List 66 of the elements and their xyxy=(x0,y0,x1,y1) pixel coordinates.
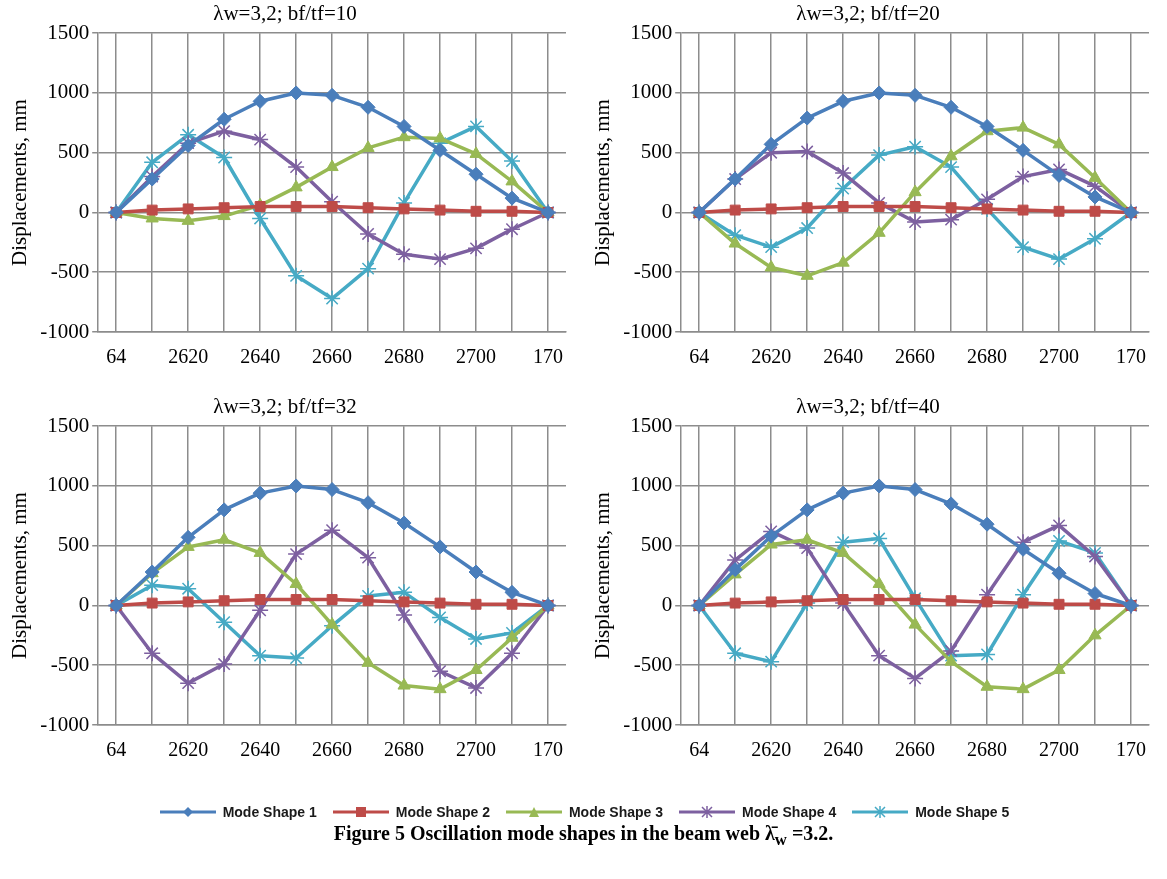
x-tick-label: 64 xyxy=(106,738,127,761)
x-tick-label: 2700 xyxy=(456,738,497,761)
y-tick-label: -500 xyxy=(633,651,673,676)
chart-title: λw=3,2; bf/tf=10 xyxy=(213,1,357,26)
y-tick-label: 0 xyxy=(78,592,90,616)
x-tick-label: 2620 xyxy=(168,345,209,368)
y-tick-label: 500 xyxy=(57,532,90,557)
chart-title: λw=3,2; bf/tf=20 xyxy=(796,1,940,26)
y-tick-label: 0 xyxy=(661,592,673,616)
y-tick-label: 1000 xyxy=(630,79,673,104)
y-tick-label: -500 xyxy=(50,651,90,676)
legend-label: Mode Shape 5 xyxy=(915,804,1010,820)
x-tick-label: 2660 xyxy=(312,345,353,368)
y-tick-label: 1500 xyxy=(630,412,673,437)
y-tick-label: 0 xyxy=(78,199,90,223)
y-tick-label: 0 xyxy=(661,199,673,223)
y-axis-title: Displacements, mm xyxy=(590,492,615,660)
legend-label: Mode Shape 3 xyxy=(568,804,664,820)
caption: Figure 5 Oscillation mode shapes in the beam web λ̄$_{w}$ =3.2. xyxy=(332,822,835,850)
x-tick-label: 2640 xyxy=(823,738,864,761)
x-tick-label: 2680 xyxy=(384,738,425,761)
y-tick-label: 500 xyxy=(640,532,673,557)
legend-label: Mode Shape 2 xyxy=(395,804,490,820)
x-tick-label: 2660 xyxy=(312,738,353,761)
x-tick-label: 2660 xyxy=(895,738,936,761)
x-tick-label: 2640 xyxy=(823,345,864,368)
y-axis-title: Displacements, mm xyxy=(590,99,615,267)
x-tick-label: 2620 xyxy=(751,345,792,368)
x-tick-label: 64 xyxy=(689,345,710,368)
legend-label: Mode Shape 4 xyxy=(742,804,837,820)
y-tick-label: -1000 xyxy=(623,711,673,736)
y-tick-label: 1000 xyxy=(47,79,90,104)
y-tick-label: 1000 xyxy=(47,472,90,497)
y-tick-label: 500 xyxy=(57,139,90,164)
y-tick-label: 1500 xyxy=(630,19,673,44)
x-tick-label: 64 xyxy=(106,345,127,368)
y-axis-title: Displacements, mm xyxy=(7,99,32,267)
x-tick-label: 170 xyxy=(533,345,564,368)
x-tick-label: 2700 xyxy=(1039,345,1080,368)
y-tick-label: -1000 xyxy=(623,318,673,343)
x-tick-label: 2680 xyxy=(967,345,1008,368)
y-tick-label: 1500 xyxy=(47,19,90,44)
x-tick-label: 2620 xyxy=(751,738,792,761)
x-tick-label: 2640 xyxy=(240,738,281,761)
y-tick-label: 500 xyxy=(640,139,673,164)
chart-title: λw=3,2; bf/tf=40 xyxy=(796,394,940,419)
x-tick-label: 2660 xyxy=(895,345,936,368)
y-tick-label: 1000 xyxy=(630,472,673,497)
x-tick-label: 2640 xyxy=(240,345,281,368)
x-tick-label: 170 xyxy=(1116,345,1147,368)
x-tick-label: 2680 xyxy=(384,345,425,368)
legend-label: Mode Shape 1 xyxy=(222,804,317,820)
x-tick-label: 2680 xyxy=(967,738,1008,761)
y-tick-label: -1000 xyxy=(40,711,90,736)
y-tick-label: -500 xyxy=(633,258,673,283)
x-tick-label: 2700 xyxy=(456,345,497,368)
y-axis-title: Displacements, mm xyxy=(7,492,32,660)
x-tick-label: 170 xyxy=(533,738,564,761)
x-tick-label: 2620 xyxy=(168,738,209,761)
x-tick-label: 170 xyxy=(1116,738,1147,761)
y-tick-label: -1000 xyxy=(40,318,90,343)
x-tick-label: 64 xyxy=(689,738,710,761)
chart-title: λw=3,2; bf/tf=32 xyxy=(213,394,357,419)
x-tick-label: 2700 xyxy=(1039,738,1080,761)
y-tick-label: 1500 xyxy=(47,412,90,437)
y-tick-label: -500 xyxy=(50,258,90,283)
